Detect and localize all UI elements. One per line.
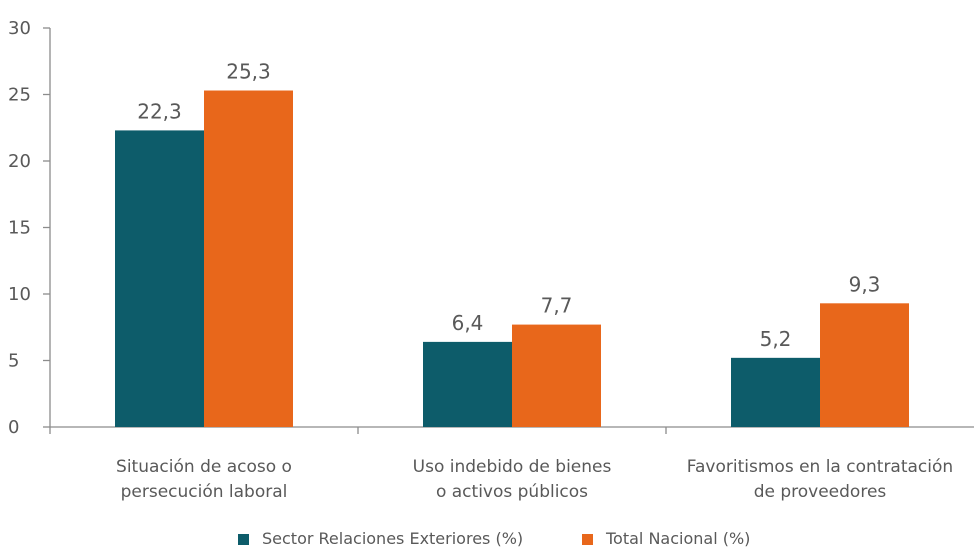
category-label: persecución laboral bbox=[121, 482, 288, 502]
category-labels: Situación de acoso o persecución laboral U… bbox=[116, 457, 953, 502]
legend-label: Sector Relaciones Exteriores (%) bbox=[262, 529, 523, 548]
category-label: de proveedores bbox=[754, 482, 887, 502]
category-label: Situación de acoso o bbox=[116, 457, 292, 477]
category-label: Favoritismos en la contratación bbox=[687, 457, 953, 477]
legend-swatch bbox=[582, 534, 593, 545]
data-label: 25,3 bbox=[226, 60, 271, 84]
data-labels: 22,3 25,3 6,4 7,7 5,2 9,3 bbox=[137, 60, 880, 351]
bar-sector-0 bbox=[115, 130, 204, 427]
legend-swatch bbox=[238, 534, 249, 545]
bar-total-1 bbox=[512, 324, 601, 427]
y-tick-label: 25 bbox=[8, 85, 31, 106]
x-axis bbox=[49, 426, 974, 434]
bar-total-0 bbox=[204, 90, 293, 427]
y-tick-label: 5 bbox=[8, 351, 19, 372]
y-tick-label: 10 bbox=[8, 284, 31, 305]
bar-total-2 bbox=[820, 303, 909, 427]
legend-label: Total Nacional (%) bbox=[605, 529, 750, 548]
bar-sector-2 bbox=[731, 357, 820, 427]
data-label: 22,3 bbox=[137, 99, 182, 123]
y-tick-label: 20 bbox=[8, 151, 31, 172]
category-label: o activos públicos bbox=[436, 482, 588, 502]
y-tick-label: 15 bbox=[8, 218, 31, 239]
category-label: Uso indebido de bienes bbox=[413, 457, 612, 477]
data-label: 6,4 bbox=[452, 311, 484, 335]
data-label: 7,7 bbox=[541, 294, 573, 318]
y-axis: 0 5 10 15 20 25 30 bbox=[8, 18, 51, 438]
y-tick-label: 0 bbox=[8, 417, 19, 438]
y-tick-label: 30 bbox=[8, 18, 31, 39]
bar-sector-1 bbox=[423, 341, 512, 427]
data-label: 5,2 bbox=[760, 327, 792, 351]
bars bbox=[115, 90, 909, 427]
data-label: 9,3 bbox=[849, 272, 881, 296]
legend: Sector Relaciones Exteriores (%) Total Na… bbox=[238, 529, 750, 548]
